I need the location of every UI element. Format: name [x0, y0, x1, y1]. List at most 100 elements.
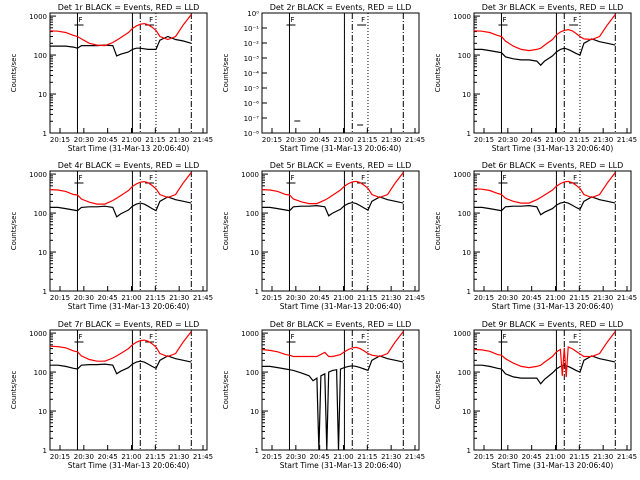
flare-marker-label: F	[78, 333, 82, 341]
x-tick-label: 20:45	[310, 453, 330, 461]
y-tick-label: 1	[255, 288, 259, 296]
x-tick-label: 21:15	[569, 453, 589, 461]
series-line-events	[262, 355, 404, 451]
x-tick-label: 20:15	[474, 136, 494, 144]
panel-2: Det 2r BLACK = Events, RED = LLD 10⁻⁸ 10⁻⁷…	[222, 3, 425, 153]
x-tick-label: 21:45	[617, 136, 637, 144]
plot-frame	[49, 170, 208, 292]
flare-marker-label: F	[78, 174, 82, 182]
panel-5: Det 5r BLACK = Events, RED = LLD 1 10 100 10…	[222, 161, 425, 311]
y-axis-label: Counts/sec	[434, 54, 442, 93]
y-axis-label: Counts/sec	[10, 212, 18, 251]
x-tick-label: 20:30	[498, 453, 518, 461]
x-tick-label: 21:30	[381, 294, 401, 302]
y-tick-label: 10⁻⁵	[244, 85, 260, 93]
x-tick-label: 21:00	[545, 294, 565, 302]
series-line-events	[474, 196, 616, 216]
y-tick-label: 100	[246, 369, 259, 377]
y-tick-label: 100	[246, 210, 259, 218]
y-axis-label: Counts/sec	[222, 371, 230, 410]
panel-7: Det 7r BLACK = Events, RED = LLD 1 10 100 10…	[10, 320, 213, 470]
plot-frame	[473, 329, 632, 451]
y-tick-label: 1000	[29, 13, 47, 21]
x-tick-label: 21:45	[193, 453, 213, 461]
flare-marker-label: F	[290, 333, 294, 341]
y-axis-label: Counts/sec	[10, 54, 18, 93]
flare-marker-label: F	[573, 16, 577, 24]
x-tick-label: 21:45	[193, 294, 213, 302]
x-axis-label: Start Time (31-Mar-13 20:06:40)	[492, 461, 614, 470]
x-tick-label: 21:30	[169, 136, 189, 144]
x-tick-label: 20:45	[310, 136, 330, 144]
x-tick-label: 21:45	[405, 136, 425, 144]
flare-marker-label: F	[149, 16, 153, 24]
x-tick-label: 20:45	[522, 453, 542, 461]
y-tick-label: 1	[255, 447, 259, 455]
x-axis-label: Start Time (31-Mar-13 20:06:40)	[492, 144, 614, 153]
x-tick-label: 20:15	[50, 453, 70, 461]
panel-title: Det 4r BLACK = Events, RED = LLD	[58, 161, 200, 170]
flare-marker-label: F	[502, 174, 506, 182]
x-tick-label: 21:15	[357, 453, 377, 461]
series-line-lld	[473, 172, 616, 204]
y-axis-label: Counts/sec	[222, 212, 230, 251]
x-tick-label: 20:30	[74, 453, 94, 461]
series-line-lld	[49, 172, 192, 205]
y-tick-label: 100	[458, 369, 471, 377]
panel-title: Det 9r BLACK = Events, RED = LLD	[482, 320, 624, 329]
y-axis-label: Counts/sec	[434, 212, 442, 251]
panel-title: Det 8r BLACK = Events, RED = LLD	[270, 320, 412, 329]
flare-marker-label: F	[502, 333, 506, 341]
series-line-events	[474, 38, 616, 67]
x-axis-label: Start Time (31-Mar-13 20:06:40)	[68, 302, 190, 311]
x-tick-label: 20:45	[522, 294, 542, 302]
x-tick-label: 21:15	[145, 294, 165, 302]
x-tick-label: 20:15	[262, 453, 282, 461]
plot-frame	[473, 12, 632, 134]
y-tick-label: 10⁻⁷	[244, 115, 260, 123]
flare-marker-label: F	[361, 174, 365, 182]
series-line-lld	[473, 331, 616, 377]
y-tick-label: 10⁻⁶	[244, 100, 260, 108]
x-tick-label: 21:00	[545, 136, 565, 144]
x-tick-label: 21:15	[569, 136, 589, 144]
series-line-lld	[473, 14, 616, 52]
x-tick-label: 20:30	[498, 136, 518, 144]
flare-marker-label: F	[361, 16, 365, 24]
x-tick-label: 20:15	[262, 294, 282, 302]
x-tick-label: 21:15	[357, 294, 377, 302]
x-tick-label: 20:45	[98, 294, 118, 302]
y-tick-label: 1000	[29, 330, 47, 338]
x-tick-label: 20:30	[74, 136, 94, 144]
y-tick-label: 1	[467, 130, 471, 138]
x-tick-label: 21:45	[193, 136, 213, 144]
y-axis-label: Counts/sec	[10, 371, 18, 410]
x-tick-label: 20:15	[474, 453, 494, 461]
panel-8: Det 8r BLACK = Events, RED = LLD 1 10 100 10…	[222, 320, 425, 470]
x-tick-label: 21:00	[545, 453, 565, 461]
panel-4: Det 4r BLACK = Events, RED = LLD 1 10 100 10…	[10, 161, 213, 311]
series-line-events	[262, 196, 404, 217]
x-tick-label: 21:45	[405, 294, 425, 302]
x-tick-label: 21:30	[593, 453, 613, 461]
y-tick-label: 100	[34, 369, 47, 377]
x-tick-label: 20:15	[262, 136, 282, 144]
y-tick-label: 1000	[453, 171, 471, 179]
x-tick-label: 20:30	[498, 294, 518, 302]
panel-title: Det 7r BLACK = Events, RED = LLD	[58, 320, 200, 329]
x-tick-label: 20:30	[74, 294, 94, 302]
series-line-events	[474, 355, 616, 385]
y-tick-label: 100	[34, 210, 47, 218]
x-tick-label: 21:00	[333, 294, 353, 302]
y-tick-label: 100	[458, 52, 471, 60]
y-tick-label: 10	[462, 91, 471, 99]
y-tick-label: 1	[467, 447, 471, 455]
x-tick-label: 20:45	[310, 294, 330, 302]
x-tick-label: 20:30	[286, 136, 306, 144]
x-tick-label: 21:30	[381, 136, 401, 144]
y-axis-label: Counts/sec	[434, 371, 442, 410]
x-tick-label: 21:30	[381, 453, 401, 461]
x-tick-label: 20:15	[474, 294, 494, 302]
x-tick-label: 21:00	[121, 294, 141, 302]
